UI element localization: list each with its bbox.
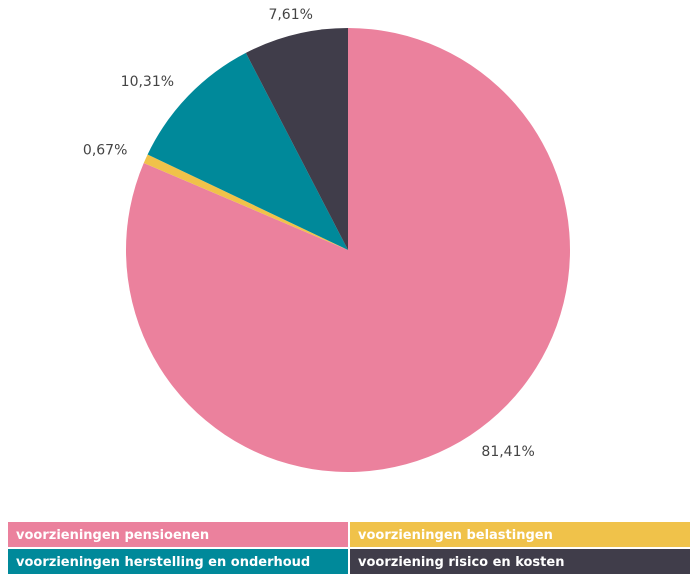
legend-swatch	[8, 522, 348, 547]
pie-slice	[147, 52, 348, 250]
legend-swatch	[8, 549, 348, 574]
legend-swatch	[350, 549, 690, 574]
pie-slice	[126, 28, 571, 473]
legend-label: voorziening risico en kosten	[358, 555, 564, 570]
data-label: 10,31%	[121, 74, 174, 90]
legend-label: voorzieningen pensioenen	[16, 528, 209, 543]
legend-label: voorzieningen herstelling en onderhoud	[16, 555, 310, 570]
data-label: 81,41%	[481, 444, 534, 460]
data-label: 7,61%	[268, 7, 312, 23]
pie-slice	[245, 28, 348, 250]
legend-label: voorzieningen belastingen	[358, 528, 553, 543]
data-label: 0,67%	[83, 142, 127, 158]
pie-slice	[143, 154, 348, 250]
legend-swatch	[350, 522, 690, 547]
